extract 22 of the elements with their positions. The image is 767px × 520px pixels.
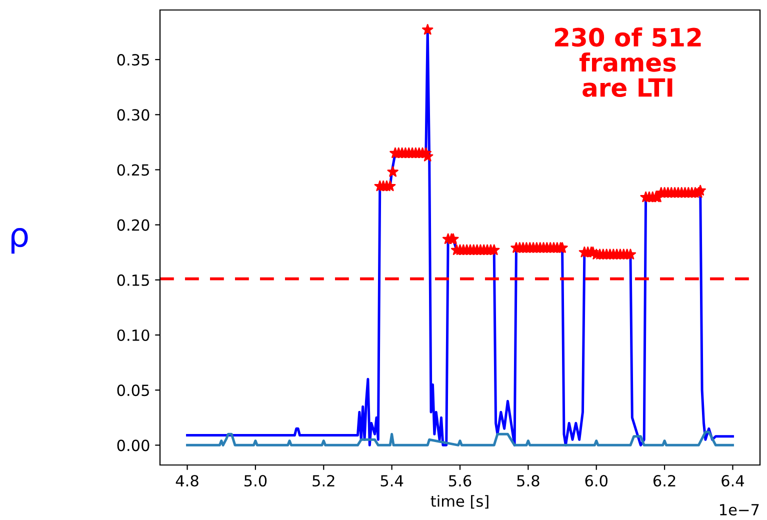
x-tick-label: 6.0: [585, 474, 608, 487]
y-tick-label: 0.05: [117, 384, 149, 396]
y-tick-label: 0.10: [117, 329, 150, 342]
annotation: 230 of 512 frames are LTI: [555, 27, 701, 97]
x-tick-label: 5.0: [244, 474, 267, 487]
x-tick-label: 6.2: [653, 474, 676, 487]
y-axis-title: ρ: [11, 228, 28, 254]
x-tick-label: 5.8: [517, 474, 540, 487]
text: 1e−7: [720, 504, 759, 516]
line-series: [186, 430, 734, 446]
y-tick-label: 0.35: [117, 54, 149, 66]
y-tick-label: 0.20: [117, 219, 150, 231]
y-tick-label: 0.25: [117, 164, 149, 176]
x-axis-title: time [s]: [430, 495, 488, 509]
x-tick-label: 5.2: [312, 474, 334, 487]
y-tick-label: 0.00: [117, 440, 150, 452]
x-tick-label: 5.6: [449, 474, 472, 487]
y-tick-label: 0.15: [117, 274, 149, 286]
x-tick-label: 6.4: [722, 474, 744, 487]
x-tick-label: 4.8: [176, 474, 198, 487]
x-tick-label: 5.4: [380, 475, 404, 487]
y-tick-label: 0.30: [117, 109, 150, 121]
